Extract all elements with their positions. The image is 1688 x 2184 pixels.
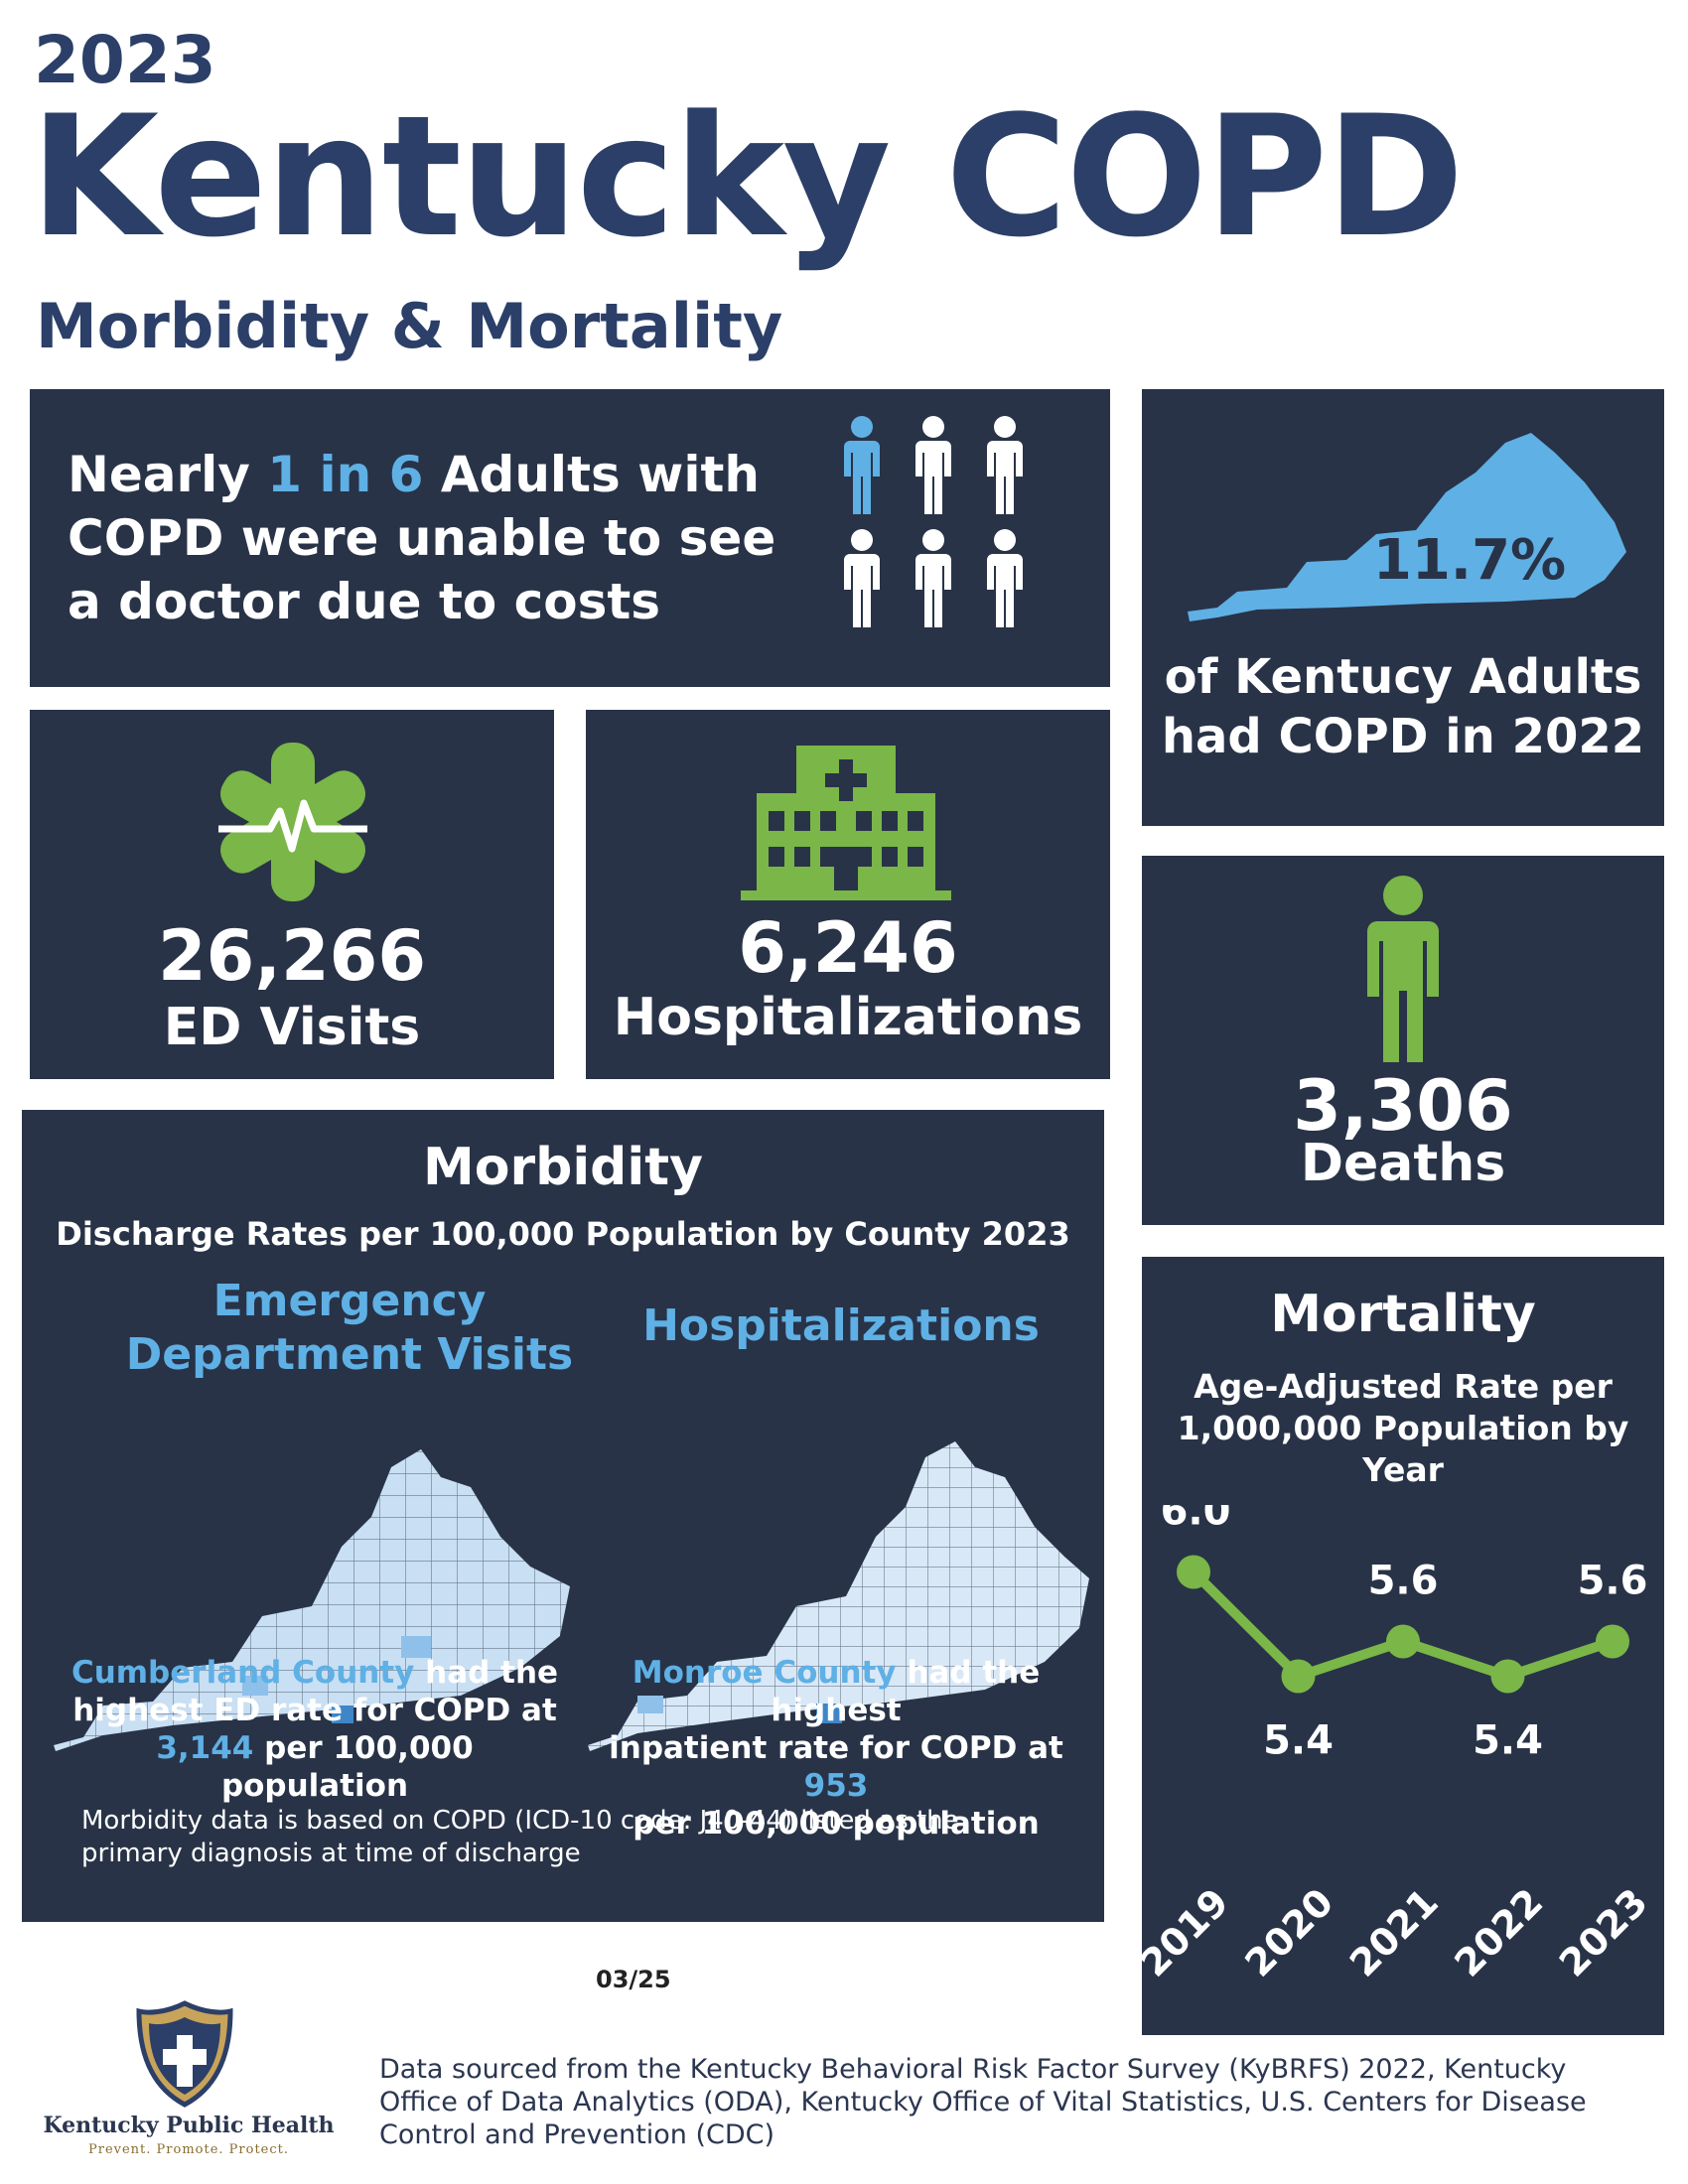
morbidity-subtitle: Discharge Rates per 100,000 Population b… <box>56 1215 1070 1253</box>
mortality-point-2021 <box>1386 1624 1420 1659</box>
ed-highest-county: Cumberland County <box>70 1655 415 1691</box>
kentucky-map-icon <box>1188 433 1626 621</box>
hosp-county-map <box>588 1441 1089 1751</box>
deaths-value: 3,306 <box>1293 1065 1513 1147</box>
mortality-panel: Mortality Age-Adjusted Rate per 1,000,00… <box>1142 1257 1664 2035</box>
prevalence-caption: of Kentucy Adults had COPD in 2022 <box>1161 649 1645 764</box>
mortality-year-label-2023: 2023 <box>1551 1880 1656 1985</box>
hosp-map-heading: Hospitalizations <box>642 1300 1040 1351</box>
hospitalizations-value: 6,246 <box>738 907 958 989</box>
morbidity-panel: Morbidity Discharge Rates per 100,000 Po… <box>22 1110 1104 1922</box>
mortality-point-2023 <box>1596 1624 1629 1659</box>
deaths-label: Deaths <box>1300 1134 1506 1193</box>
morbidity-title: Morbidity <box>423 1138 703 1197</box>
cost-highlight: 1 in 6 <box>267 446 424 503</box>
morbidity-data-note: Morbidity data is based on COPD (ICD-10 … <box>81 1806 959 1868</box>
logo-tagline: Prevent. Promote. Protect. <box>87 2142 290 2157</box>
mortality-title: Mortality <box>1270 1285 1536 1344</box>
mortality-value-label-2021: 5.6 <box>1368 1559 1439 1604</box>
deaths-panel: 3,306 Deaths <box>1142 856 1664 1225</box>
mortality-point-2020 <box>1281 1659 1316 1694</box>
ed-highest-caption: Cumberland County had the highest ED rat… <box>70 1655 559 1804</box>
person-icon <box>1367 876 1439 1062</box>
hosp-highest-county: Monroe County <box>632 1655 897 1691</box>
hospitalizations-label: Hospitalizations <box>613 988 1083 1047</box>
mortality-year-label-2019: 2019 <box>1142 1880 1237 1985</box>
cost-barrier-panel: Nearly 1 in 6 Adults with COPD were unab… <box>30 389 1110 687</box>
page-title: Kentucky COPD <box>30 79 1465 274</box>
publication-date: 03/25 <box>596 1966 671 1993</box>
hospital-icon <box>741 746 951 900</box>
medical-star-icon <box>218 743 367 901</box>
hosp-highest-caption: Monroe County had the highest inpatient … <box>609 1655 1063 1842</box>
data-sources: Data sourced from the Kentucky Behaviora… <box>379 2054 1587 2150</box>
mortality-value-label-2022: 5.4 <box>1473 1718 1543 1764</box>
mortality-line-chart: 6.0 2019 5.4 2020 5.6 2021 5.4 2022 5.6 2023 <box>1142 1505 1656 1985</box>
ed-map-heading: Emergency Department Visits <box>125 1276 574 1380</box>
mortality-year-label-2022: 2022 <box>1446 1880 1551 1985</box>
ed-highest-rate: 3,144 <box>156 1730 254 1766</box>
mortality-year-label-2020: 2020 <box>1236 1880 1341 1985</box>
page-subtitle: Morbidity & Mortality <box>36 290 783 362</box>
hosp-highest-rate: 953 <box>803 1768 869 1804</box>
hospitalizations-panel: 6,246 Hospitalizations <box>586 710 1110 1079</box>
mortality-subtitle: Age-Adjusted Rate per 1,000,000 Populati… <box>1177 1367 1629 1489</box>
ed-visits-value: 26,266 <box>157 915 427 997</box>
ed-visits-label: ED Visits <box>163 998 421 1057</box>
prevalence-value: 11.7% <box>1372 528 1567 593</box>
report-year: 2023 <box>34 22 216 98</box>
ed-county-map <box>54 1449 570 1751</box>
mortality-year-label-2021: 2021 <box>1341 1880 1447 1985</box>
mortality-value-label-2020: 5.4 <box>1263 1718 1334 1764</box>
kentucky-public-health-logo: Kentucky Public Health Prevent. Promote.… <box>40 1995 338 2174</box>
prevalence-panel: 11.7% of Kentucy Adults had COPD in 2022 <box>1142 389 1664 826</box>
shield-icon <box>136 2000 233 2108</box>
logo-name: Kentucky Public Health <box>43 2113 335 2138</box>
mortality-value-label-2023: 5.6 <box>1578 1559 1648 1604</box>
cost-barrier-text: Nearly 1 in 6 Adults with COPD were unab… <box>68 446 776 630</box>
mortality-point-2022 <box>1490 1659 1525 1694</box>
mortality-point-2019 <box>1177 1555 1210 1589</box>
ed-visits-panel: 26,266 ED Visits <box>30 710 554 1079</box>
people-group-icon <box>844 416 1023 627</box>
mortality-value-label-2019: 6.0 <box>1161 1505 1231 1535</box>
